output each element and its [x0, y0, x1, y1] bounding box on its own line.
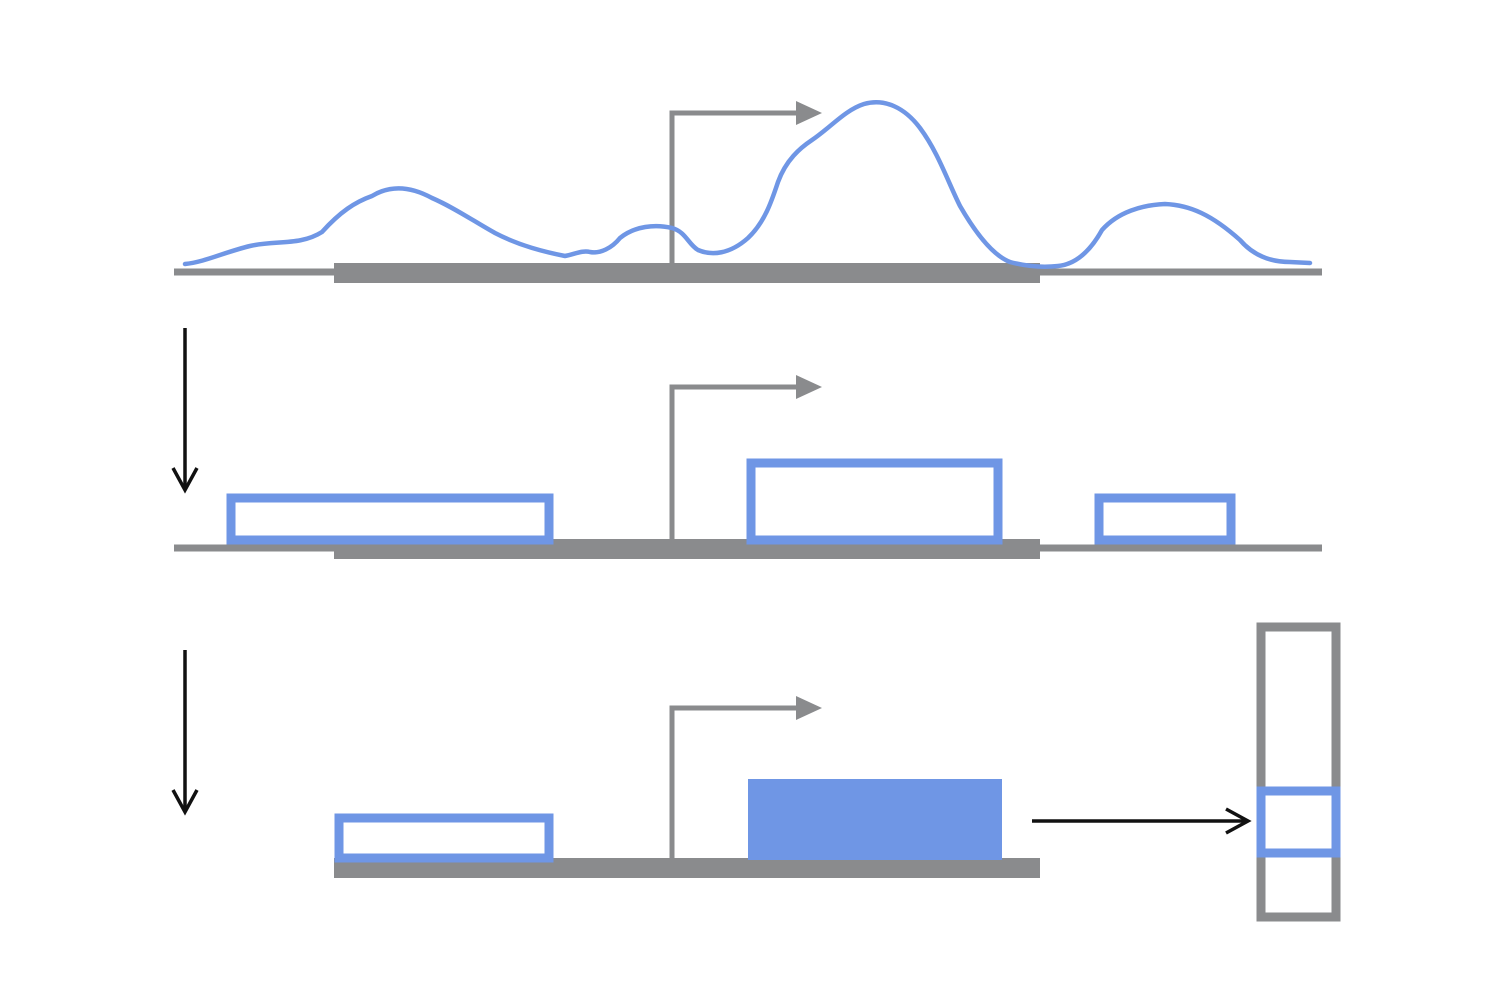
tss-arrow-icon — [669, 101, 822, 263]
row-assigned-peak — [334, 696, 1040, 878]
gene-body — [334, 263, 1040, 283]
peak-box — [334, 813, 554, 863]
flow-arrow-right-icon — [1032, 807, 1252, 835]
tss-arrow-icon — [669, 696, 822, 858]
flow-arrow-down-icon — [171, 650, 199, 816]
tss-arrow-icon — [669, 375, 822, 539]
vector-box — [1256, 622, 1341, 922]
coverage-curve — [182, 100, 1313, 270]
peak-box — [226, 493, 554, 545]
peak-box — [746, 458, 1003, 545]
gene-body — [334, 858, 1040, 878]
flow-arrow-down-icon — [171, 328, 199, 494]
peak-box — [1094, 493, 1236, 545]
row-coverage-signal — [174, 100, 1322, 283]
vector-cell-active — [1256, 786, 1341, 858]
feature-vector — [1256, 622, 1341, 922]
peak-box-selected — [748, 779, 1002, 860]
row-called-peaks — [174, 375, 1322, 559]
